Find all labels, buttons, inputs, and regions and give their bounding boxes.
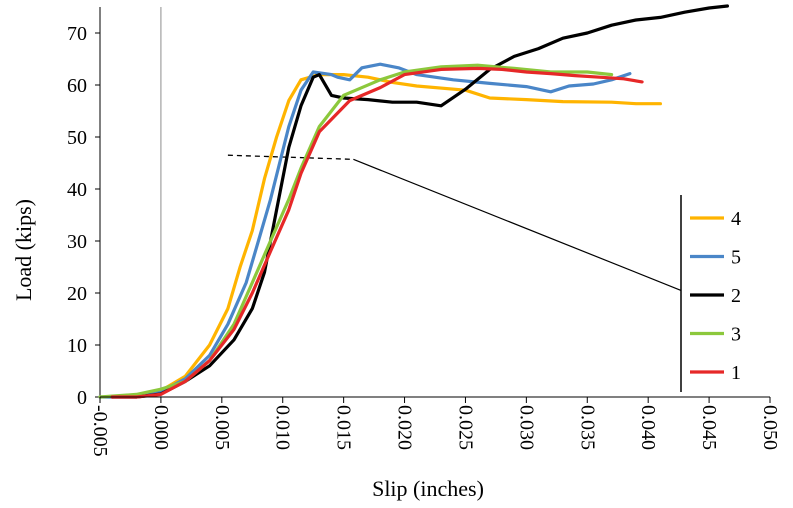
x-tick-label: 0.020 (394, 405, 416, 450)
legend-label-2: 2 (731, 285, 741, 307)
legend-label-3: 3 (731, 324, 741, 346)
annotation (227, 154, 682, 291)
x-tick-label: 0.035 (576, 405, 598, 450)
x-tick-label: 0.025 (454, 405, 476, 450)
x-axis: -0.005 0.000 0.005 0.010 0.015 0.020 0.025 0.03… (89, 396, 781, 457)
legend-label-4: 4 (731, 208, 741, 230)
y-tick-label: 20 (67, 283, 87, 305)
series-line-1 (110, 66, 644, 399)
y-tick-label: 40 (67, 179, 87, 201)
x-tick-label: 0.050 (759, 405, 781, 450)
series-line-4 (110, 72, 663, 399)
x-axis-title: Slip (inches) (372, 476, 484, 501)
annotation-dashed-line (227, 154, 354, 161)
x-tick-label: 0.010 (272, 405, 294, 450)
legend-label-1: 1 (731, 362, 741, 384)
y-axis: 0 10 20 30 40 50 60 70 (67, 7, 101, 409)
y-tick-label: 10 (67, 335, 87, 357)
x-tick-label: 0.000 (150, 405, 172, 450)
y-tick-label: 50 (67, 127, 87, 149)
y-tick-label: 60 (67, 75, 87, 97)
y-tick-label: 30 (67, 231, 87, 253)
x-tick-label: 0.030 (515, 405, 537, 450)
series-line-3 (98, 63, 614, 399)
x-tick-label: 0.005 (211, 405, 233, 450)
annotation-leader-line (353, 158, 682, 291)
x-tick-label: 0.040 (637, 405, 659, 450)
y-tick-label: 70 (67, 23, 87, 45)
series-layer (98, 4, 730, 399)
series-line-5 (98, 62, 632, 399)
legend-label-5: 5 (731, 247, 741, 269)
x-tick-label: 0.015 (333, 405, 355, 450)
x-tick-label: -0.005 (89, 405, 111, 457)
series-line-2 (110, 4, 730, 399)
x-tick-label: 0.045 (698, 405, 720, 450)
y-axis-title: Load (kips) (11, 199, 36, 301)
legend: 4 5 2 3 1 (680, 195, 741, 392)
y-tick-label: 0 (77, 387, 87, 409)
